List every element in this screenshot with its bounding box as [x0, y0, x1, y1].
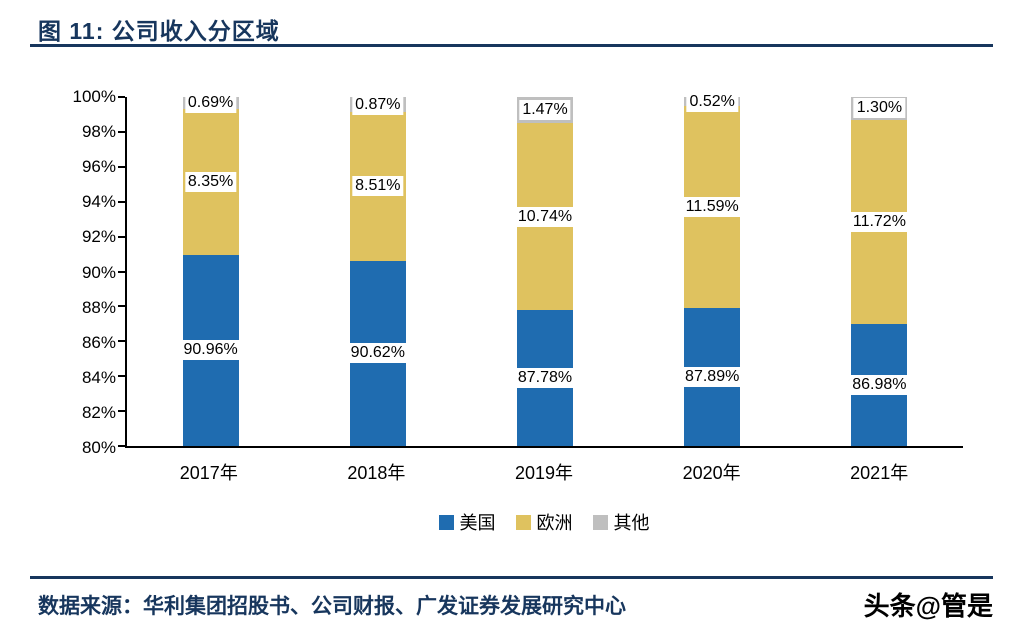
plot-area: 90.96% 8.35% 0.69% 90.62% 8.51% 0.87% 87.78% 10…	[118, 91, 963, 448]
y-tick-mark	[118, 375, 125, 378]
y-tick-mark	[118, 410, 125, 413]
data-label-美国: 87.78%	[514, 368, 576, 389]
legend-label: 美国	[459, 513, 496, 533]
data-label-欧洲: 8.35%	[184, 171, 237, 192]
y-tick-label: 88%	[81, 297, 116, 317]
data-label-其他: 1.47%	[519, 100, 571, 121]
y-tick-label: 82%	[81, 402, 116, 422]
data-label-美国: 90.96%	[180, 340, 241, 361]
stacked-bar-2020年: 87.89% 11.59% 0.52%	[682, 91, 743, 446]
y-tick-label: 100%	[72, 87, 116, 106]
x-tick-label: 2017年	[179, 463, 238, 483]
stacked-bar-2017年: 90.96% 8.35% 0.69%	[180, 93, 241, 446]
y-tick-label: 86%	[81, 332, 116, 352]
y-tick-mark	[118, 340, 125, 343]
data-source-text: 数据来源：华利集团招股书、公司财报、广发证券发展研究中心	[38, 595, 626, 618]
x-axis: 2017年 2018年 2019年 2020年 2021年	[125, 459, 963, 485]
legend-swatch	[592, 514, 608, 530]
y-tick-label: 98%	[81, 122, 116, 142]
x-tick-label: 2020年	[682, 463, 741, 483]
data-label-其他: 0.69%	[184, 93, 237, 114]
watermark: 头条@管是	[863, 591, 993, 621]
data-label-美国: 90.62%	[347, 343, 408, 364]
x-tick-label: 2021年	[850, 463, 909, 483]
y-tick-mark	[118, 270, 125, 273]
legend-swatch	[515, 514, 531, 530]
y-tick-mark	[118, 235, 125, 238]
stacked-bar-2019年: 87.78% 10.74% 1.47%	[514, 97, 576, 446]
legend-item-其他: 其他	[592, 509, 650, 535]
chart-title: 图 11: 公司收入分区域	[38, 18, 280, 44]
y-tick-mark	[118, 305, 125, 308]
data-label-欧洲: 10.74%	[514, 206, 576, 227]
y-axis: 100% 98% 96% 94% 92% 90% 88% 86% 84% 82% 80%	[28, 87, 116, 457]
x-tick-label: 2019年	[514, 463, 574, 483]
y-tick-mark	[118, 445, 125, 447]
y-tick-label: 96%	[81, 157, 116, 177]
x-tick-label: 2018年	[347, 463, 406, 483]
y-tick-label: 90%	[81, 262, 116, 282]
legend-item-欧洲: 欧洲	[515, 509, 573, 535]
footer-divider	[30, 576, 993, 579]
data-label-欧洲: 8.51%	[352, 176, 404, 197]
y-tick-mark	[118, 130, 125, 133]
y-tick-label: 94%	[81, 192, 116, 212]
data-label-美国: 87.89%	[682, 367, 743, 388]
data-label-其他: 0.87%	[352, 94, 404, 115]
data-label-欧洲: 11.72%	[849, 211, 909, 232]
y-tick-label: 84%	[81, 367, 116, 387]
data-label-其他: 1.30%	[853, 98, 906, 119]
data-label-美国: 86.98%	[849, 375, 910, 396]
data-label-其他: 0.52%	[686, 91, 738, 112]
legend-label: 其他	[613, 513, 650, 533]
y-tick-mark	[118, 165, 125, 168]
y-tick-mark	[118, 96, 125, 98]
stacked-bar-2021年: 86.98% 11.72% 1.30%	[849, 97, 910, 446]
stacked-bar-2018年: 90.62% 8.51% 0.87%	[347, 94, 408, 446]
legend-label: 欧洲	[536, 513, 573, 533]
y-tick-label: 80%	[81, 438, 116, 457]
legend-item-美国: 美国	[438, 509, 496, 535]
legend-swatch	[438, 514, 454, 530]
y-tick-mark	[118, 200, 125, 203]
title-divider	[30, 44, 993, 47]
y-tick-label: 92%	[81, 227, 116, 247]
data-label-欧洲: 11.59%	[682, 197, 742, 218]
legend: 美国 欧洲 其他	[125, 509, 963, 535]
